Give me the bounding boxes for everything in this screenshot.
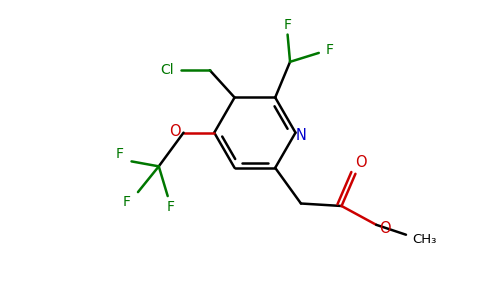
Text: F: F	[284, 18, 291, 32]
Text: Cl: Cl	[160, 63, 174, 77]
Text: F: F	[115, 147, 123, 161]
Text: O: O	[356, 155, 367, 170]
Text: O: O	[379, 221, 391, 236]
Text: CH₃: CH₃	[412, 233, 437, 246]
Text: F: F	[326, 44, 333, 57]
Text: F: F	[166, 200, 174, 214]
Text: N: N	[296, 128, 307, 142]
Text: F: F	[123, 195, 131, 209]
Text: O: O	[169, 124, 181, 139]
